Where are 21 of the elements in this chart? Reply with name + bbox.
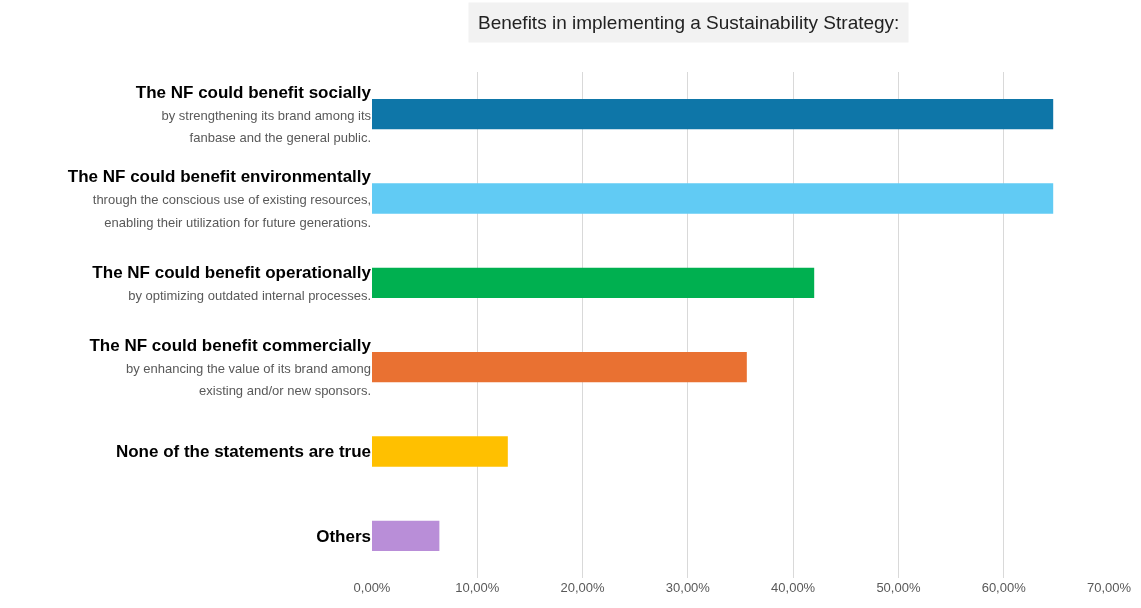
- x-tick-label: 0,00%: [353, 580, 391, 595]
- y-tick-label: The NF could benefit environmentally through the conscious use of existing resources, enabling their utilization for future generations.: [67, 167, 372, 230]
- bar: [372, 98, 1054, 130]
- x-tick-label: 60,00%: [981, 580, 1027, 595]
- bar: [372, 520, 440, 552]
- x-tick-label: 10,00%: [455, 580, 500, 595]
- x-tick-label: 50,00%: [876, 580, 921, 595]
- y-tick-label: None of the statements are true: [115, 442, 371, 462]
- x-tick-label: 40,00%: [771, 580, 816, 595]
- y-tick-label: Others: [316, 526, 371, 546]
- x-tick-label: 30,00%: [665, 580, 711, 595]
- bar: [372, 436, 508, 467]
- bar: [372, 267, 815, 299]
- bar: [372, 351, 747, 383]
- x-tick-label: 20,00%: [560, 580, 606, 595]
- bar: [372, 183, 1054, 214]
- chart-title: Benefits in implementing a Sustainability Strategy:: [478, 12, 900, 33]
- y-tick-label: The NF could benefit operationally by optimizing outdated internal processes.: [92, 262, 372, 303]
- x-tick-label: 70,00%: [1086, 580, 1132, 595]
- y-tick-label: The NF could benefit socially by strengthening its brand among its fanbase and the general public.: [135, 83, 372, 146]
- y-tick-label: The NF could benefit commercially by enhancing the value of its brand among existing and/or new sponsors.: [89, 336, 372, 399]
